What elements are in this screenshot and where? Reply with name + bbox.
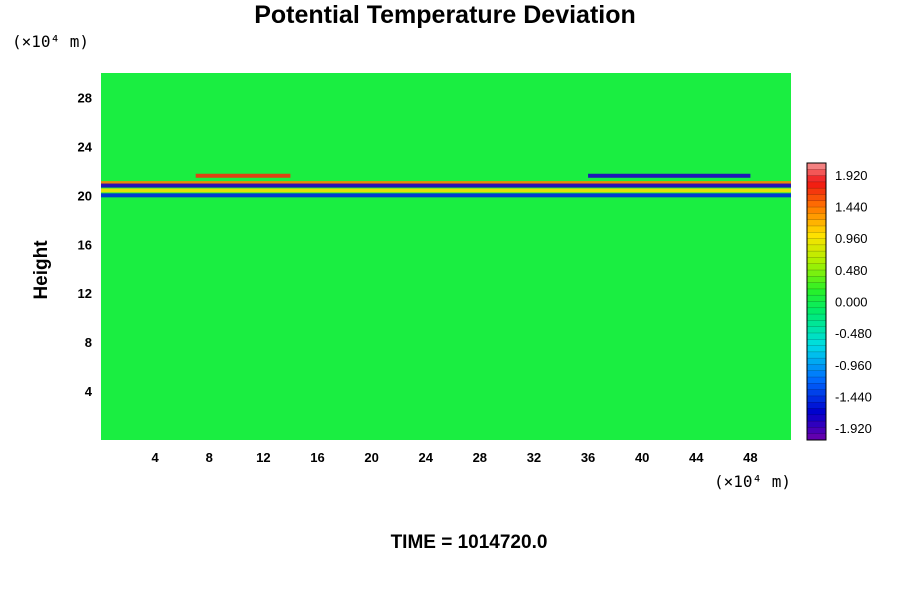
colorbar-band (807, 194, 826, 202)
colorbar-band (807, 225, 826, 233)
colorbar-band (807, 270, 826, 277)
colorbar-band (807, 345, 826, 353)
colorbar-band (807, 433, 826, 441)
x-tick-label: 44 (689, 450, 704, 465)
colorbar-label: -1.920 (835, 421, 872, 436)
colorbar-label: 0.960 (835, 231, 868, 246)
x-tick-label: 28 (473, 450, 487, 465)
x-axis-ticks: 4 8 12 16 20 24 28 32 36 40 44 48 (152, 450, 758, 465)
x-tick-label: 32 (527, 450, 541, 465)
colorbar-band (807, 175, 826, 183)
colorbar-band (807, 282, 826, 290)
colorbar: 1.920 1.440 0.960 0.480 0.000 -0.480 -0.960 -1.… (806, 162, 872, 441)
heatmap-field (101, 73, 791, 440)
x-tick-label: 16 (310, 450, 324, 465)
colorbar-band (807, 395, 826, 403)
colorbar-band (807, 163, 826, 170)
colorbar-band (807, 244, 826, 252)
colorbar-band (807, 295, 826, 302)
colorbar-band (807, 207, 826, 214)
colorbar-label: -0.960 (835, 358, 872, 373)
colorbar-band (807, 181, 826, 189)
y-tick-label: 16 (78, 237, 92, 252)
x-tick-label: 4 (152, 450, 160, 465)
colorbar-band (807, 332, 826, 340)
colorbar-band (807, 383, 826, 391)
colorbar-label: 0.480 (835, 263, 868, 278)
y-tick-label: 4 (85, 384, 93, 399)
colorbar-label: 1.920 (835, 168, 868, 183)
chart-title: Potential Temperature Deviation (254, 1, 636, 29)
y-tick-label: 24 (78, 139, 93, 154)
colorbar-band (807, 351, 826, 359)
y-axis-unit: (×10⁴ m) (12, 32, 90, 51)
colorbar-label: 0.000 (835, 295, 868, 310)
y-tick-label: 28 (78, 90, 92, 105)
colorbar-band (807, 364, 826, 372)
anomaly-layer (195, 173, 291, 178)
colorbar-band (807, 213, 826, 221)
colorbar-band (807, 288, 826, 296)
anomaly-layer (101, 183, 791, 188)
colorbar-band (807, 320, 826, 328)
colorbar-label: 1.440 (835, 200, 868, 215)
colorbar-label: -1.440 (835, 389, 872, 404)
x-axis-unit: (×10⁴ m) (714, 472, 792, 491)
anomaly-layer (101, 181, 791, 186)
anomaly-layer (101, 193, 791, 198)
anomaly-layer (588, 173, 751, 178)
x-tick-label: 40 (635, 450, 649, 465)
colorbar-band (807, 251, 826, 258)
colorbar-band (807, 263, 826, 271)
x-tick-label: 12 (256, 450, 270, 465)
colorbar-band (807, 257, 826, 265)
colorbar-band (807, 301, 826, 309)
x-tick-label: 20 (364, 450, 378, 465)
colorbar-band (807, 377, 826, 384)
colorbar-band (807, 339, 826, 346)
colorbar-frame (806, 162, 827, 441)
colorbar-band (807, 408, 826, 416)
colorbar-band (807, 188, 826, 195)
colorbar-label: -0.480 (835, 326, 872, 341)
y-axis-ticks: 4 8 12 16 20 24 28 (78, 90, 93, 399)
colorbar-band (807, 232, 826, 239)
colorbar-band (807, 314, 826, 321)
time-label: TIME = 1014720.0 (390, 532, 548, 553)
colorbar-band (807, 307, 826, 315)
y-tick-label: 20 (78, 188, 92, 203)
x-tick-label: 24 (418, 450, 433, 465)
colorbar-band (807, 414, 826, 422)
colorbar-band (807, 358, 826, 365)
colorbar-band (807, 219, 826, 227)
y-tick-label: 8 (85, 335, 92, 350)
colorbar-band (807, 389, 826, 397)
field-background (101, 73, 791, 440)
anomaly-layer (101, 188, 791, 193)
colorbar-band (807, 238, 826, 246)
colorbar-band (807, 421, 826, 428)
x-tick-label: 8 (206, 450, 213, 465)
colorbar-band (807, 200, 826, 208)
colorbar-band (807, 370, 826, 378)
y-tick-label: 12 (78, 286, 92, 301)
x-tick-label: 48 (743, 450, 757, 465)
colorbar-band (807, 427, 826, 435)
colorbar-band (807, 326, 826, 334)
colorbar-band (807, 276, 826, 284)
colorbar-band (807, 169, 826, 176)
x-tick-label: 36 (581, 450, 595, 465)
colorbar-band (807, 402, 826, 409)
